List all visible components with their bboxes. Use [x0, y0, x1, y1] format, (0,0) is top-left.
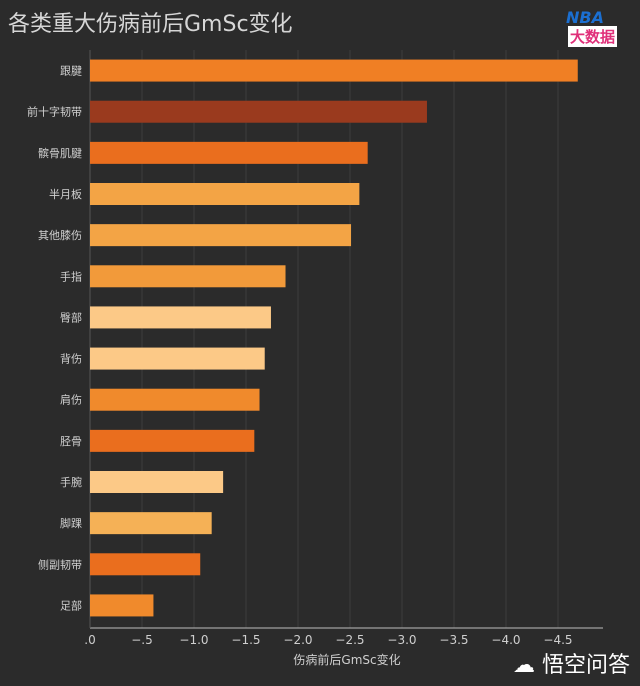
watermark-text: 悟空问答 [541, 653, 630, 678]
bar [90, 347, 265, 370]
category-label: 髌骨肌腱 [38, 146, 82, 160]
bar [90, 183, 360, 205]
bar [90, 141, 368, 164]
bar [90, 471, 224, 493]
logo-line1: NBA [566, 8, 604, 27]
bar [90, 306, 271, 329]
bar [90, 553, 201, 576]
chart-title: 各类重大伤病前后GmSc变化 [8, 12, 293, 37]
category-label: 臀部 [60, 310, 82, 324]
category-label: 肩伤 [60, 393, 82, 407]
nba-bigdata-logo: NBA 大数据 [560, 8, 632, 48]
x-tick-label: .0 [84, 633, 95, 647]
category-label: 背伤 [60, 352, 82, 366]
x-tick-label: −2.0 [283, 633, 312, 647]
category-label: 其他膝伤 [38, 229, 82, 242]
bar [90, 224, 352, 247]
category-label: 足部 [60, 598, 82, 612]
bar [90, 388, 260, 411]
x-tick-label: −1.5 [231, 633, 260, 647]
category-label: 手指 [60, 269, 82, 283]
x-tick-label: −3.5 [439, 633, 468, 647]
category-label: 脚踝 [60, 516, 82, 530]
category-label: 手腕 [60, 475, 82, 489]
x-tick-label: −4.5 [543, 633, 572, 647]
x-tick-label: −3.0 [387, 633, 416, 647]
x-tick-label: −2.5 [335, 633, 364, 647]
bar [90, 59, 578, 82]
x-axis-title: 伤病前后GmSc变化 [293, 652, 400, 667]
bar [90, 512, 212, 535]
category-label: 胫骨 [60, 435, 82, 448]
category-label: 半月板 [49, 187, 82, 201]
bar [90, 100, 427, 123]
x-tick-label: −4.0 [491, 633, 520, 647]
logo-line2: 大数据 [568, 26, 618, 47]
category-label: 侧副韧带 [38, 558, 82, 571]
bar [90, 594, 154, 617]
x-tick-label: −.5 [131, 633, 153, 647]
category-label: 前十字韧带 [27, 105, 82, 119]
x-tick-label: −1.0 [179, 633, 208, 647]
watermark: ☁ 悟空问答 [512, 653, 630, 678]
bar [90, 429, 255, 452]
bar [90, 265, 286, 288]
category-label: 跟腱 [60, 65, 82, 78]
